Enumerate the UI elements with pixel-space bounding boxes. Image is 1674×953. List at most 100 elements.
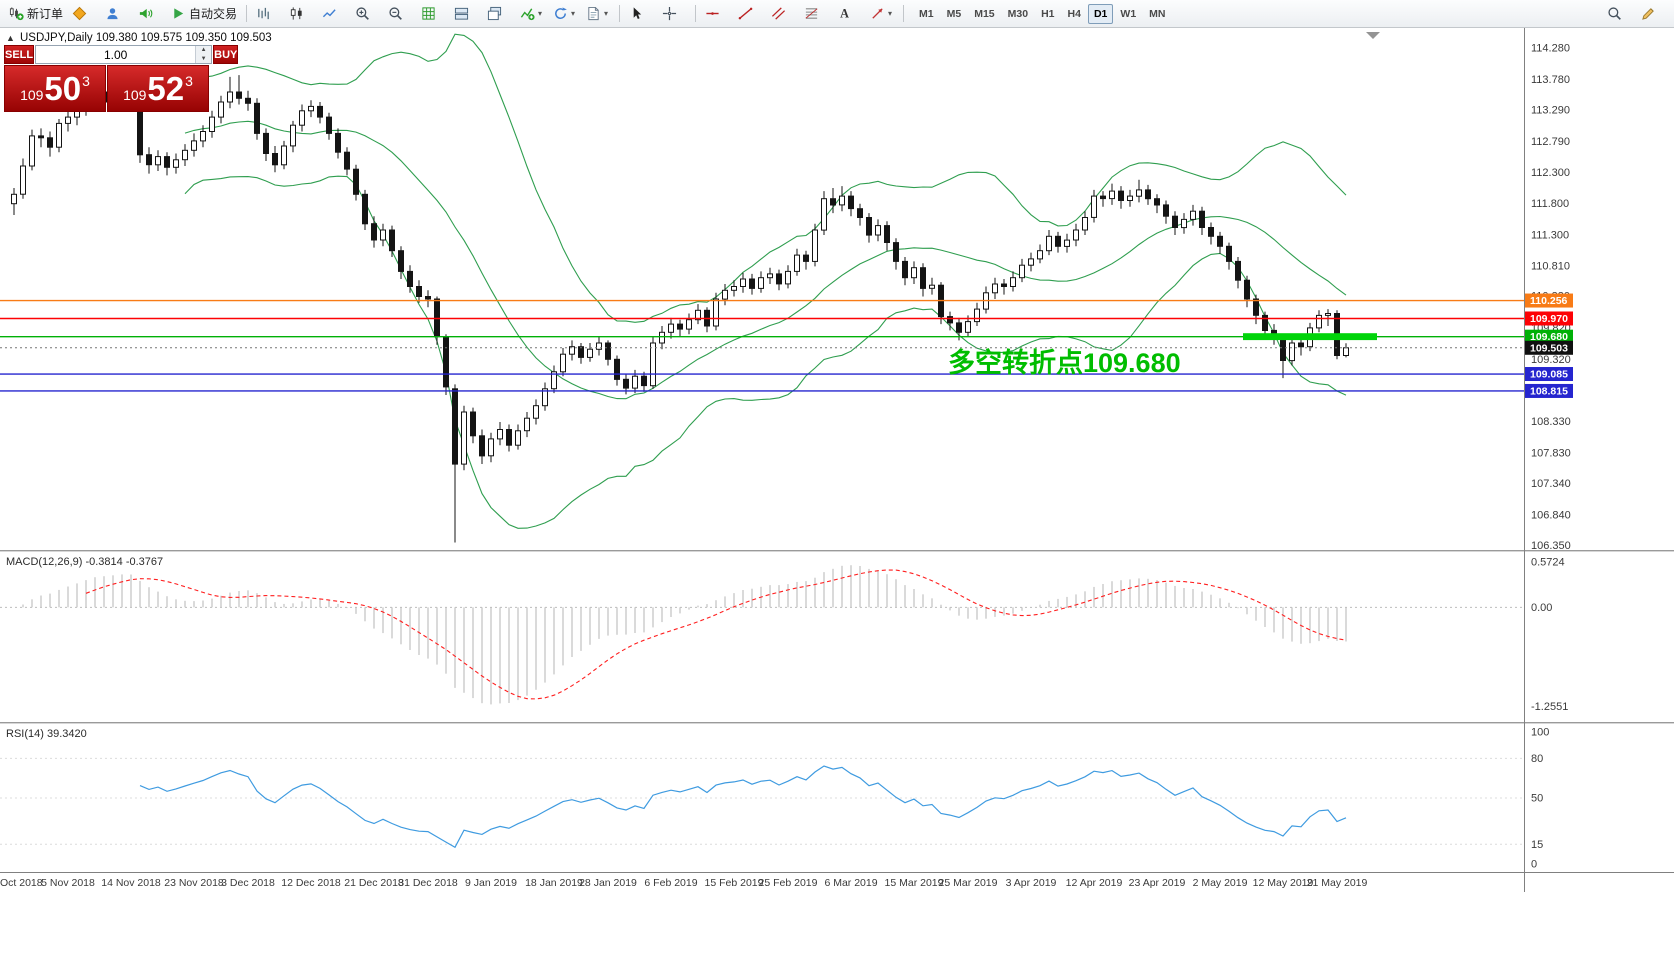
caret-down-icon: ▾ — [888, 9, 893, 18]
fibonacci-button[interactable] — [800, 1, 832, 26]
rsi-axis-label: 50 — [1531, 793, 1543, 805]
search-button[interactable] — [1603, 1, 1635, 26]
auto-trading-button[interactable]: 自动交易 — [167, 1, 241, 26]
indicators-button[interactable]: ▾ — [516, 1, 548, 26]
line-chart-button[interactable] — [318, 1, 350, 26]
volume-input[interactable] — [36, 46, 196, 63]
bid-price-tag-label: 109.503 — [1530, 342, 1568, 354]
periodicity-button[interactable]: ▾ — [549, 1, 581, 26]
timeframe-button-m30[interactable]: M30 — [1007, 7, 1029, 20]
search-icon — [1608, 7, 1621, 20]
date-tick: 31 Dec 2018 — [398, 877, 458, 889]
hline-price-tag-label: 108.815 — [1530, 385, 1568, 397]
buy-price-box[interactable]: 109 52 3 — [107, 65, 209, 112]
templates-button[interactable]: ▾ — [582, 1, 614, 26]
indicators-icon — [520, 8, 535, 21]
date-tick: 6 Feb 2019 — [644, 877, 698, 889]
hline-price-tag — [1525, 367, 1573, 382]
date-tick: 2 May 2019 — [1192, 877, 1248, 889]
cascade-windows-button[interactable] — [483, 1, 515, 26]
candles-icon — [290, 7, 302, 20]
price-axis-label: 110.810 — [1531, 260, 1570, 272]
chart-shift-marker[interactable] — [1366, 32, 1380, 39]
highlight-rectangle[interactable] — [1243, 333, 1377, 341]
horizontal-line-button[interactable] — [701, 1, 733, 26]
text-button[interactable]: A — [833, 1, 865, 26]
hline-price-tag-label: 110.256 — [1530, 295, 1568, 307]
crosshair-button[interactable] — [658, 1, 690, 26]
panel-splitter[interactable] — [0, 550, 1674, 552]
date-tick: 3 Dec 2018 — [221, 877, 275, 889]
timeframe-button-h1[interactable]: H1 — [1041, 7, 1055, 20]
caret-down-icon: ▾ — [571, 9, 576, 18]
tile-windows-button[interactable] — [450, 1, 482, 26]
rsi-panel[interactable]: 100 80 50 15 0 — [0, 724, 1674, 872]
arrows-button[interactable]: ▾ — [866, 1, 898, 26]
rsi-axis-label: 80 — [1531, 753, 1543, 765]
bars-icon — [258, 7, 269, 20]
chart-region: 114.280 113.780 113.290 112.790 112.300 111.8… — [0, 28, 1674, 953]
timeframe-bar: M1 M5 M15 M30 H1 H4 D1 W1 MN — [913, 3, 1171, 24]
alerts-button[interactable] — [134, 1, 166, 26]
edit-button[interactable] — [1637, 1, 1669, 26]
timeframe-button-m1[interactable]: M1 — [919, 7, 934, 20]
zoom-out-button[interactable] — [384, 1, 416, 26]
timeframe-button-mn[interactable]: MN — [1149, 7, 1166, 20]
date-tick: 12 May 2019 — [1252, 877, 1314, 889]
grid-button[interactable] — [417, 1, 449, 26]
timeframe-button-h4[interactable]: H4 — [1067, 7, 1081, 20]
macd-indicator-label: MACD(12,26,9) -0.3814 -0.3767 — [6, 556, 164, 568]
hline-price-tag — [1525, 293, 1573, 308]
trendline-button[interactable] — [734, 1, 766, 26]
date-tick: 28 Jan 2019 — [579, 877, 637, 889]
fibo-icon — [805, 8, 818, 19]
volume-up-icon[interactable]: ▲ — [196, 46, 212, 55]
bid-price-tag — [1525, 340, 1573, 355]
panel-splitter[interactable] — [0, 722, 1674, 724]
cycle-icon — [555, 7, 567, 19]
sell-price-pip: 3 — [82, 72, 90, 89]
timeframe-button-m5[interactable]: M5 — [946, 7, 962, 20]
date-tick: 21 Dec 2018 — [344, 877, 404, 889]
rsi-indicator-label: RSI(14) 39.3420 — [6, 728, 87, 740]
date-tick: 21 May 2019 — [1306, 877, 1368, 889]
price-axis-label: 107.830 — [1531, 447, 1571, 459]
price-axis-label: 106.840 — [1531, 509, 1571, 521]
date-tick: 25 Feb 2019 — [758, 877, 818, 889]
price-axis-label: 111.800 — [1531, 198, 1569, 210]
price-axis-label: 106.350 — [1531, 540, 1571, 550]
channel-icon — [772, 7, 786, 20]
buy-button[interactable]: BUY — [213, 45, 239, 64]
buy-price-base: 109 — [123, 86, 147, 103]
timeframe-button-w1[interactable]: W1 — [1120, 7, 1137, 20]
bar-chart-button[interactable] — [252, 1, 284, 26]
toolbar-right-group — [1603, 1, 1669, 26]
timeframe-button-m15[interactable]: M15 — [974, 7, 995, 20]
sell-price-box[interactable]: 109 50 3 — [4, 65, 106, 112]
trendline-icon — [738, 7, 753, 20]
timeframe-button-d1[interactable]: D1 — [1087, 3, 1114, 24]
price-axis-label: 108.330 — [1531, 416, 1571, 428]
new-order-button[interactable]: 新订单 — [5, 1, 67, 26]
candlestick-chart-button[interactable] — [285, 1, 317, 26]
zoom-in-button[interactable] — [351, 1, 383, 26]
channel-button[interactable] — [767, 1, 799, 26]
candles-series — [11, 75, 1349, 543]
edit-icon — [1642, 8, 1654, 20]
mql5-button[interactable] — [68, 1, 100, 26]
price-chart[interactable]: 114.280 113.780 113.290 112.790 112.300 111.8… — [0, 28, 1674, 550]
new-order-button-label: 新订单 — [27, 7, 64, 21]
volume-down-icon[interactable]: ▼ — [196, 54, 212, 63]
cursor-button[interactable] — [625, 1, 657, 26]
toolbar-separator — [903, 5, 905, 22]
price-axis-label: 113.290 — [1531, 105, 1570, 117]
price-axis-label: 112.300 — [1531, 167, 1570, 179]
community-button[interactable] — [101, 1, 133, 26]
oneclick-collapse-toggle[interactable]: ▲ — [6, 33, 15, 43]
macd-panel[interactable]: 0.5724 0.00 -1.2551 — [0, 552, 1674, 722]
sell-button[interactable]: SELL — [4, 45, 35, 64]
one-click-trade-panel: SELL ▲ ▼ BUY 109 50 3 109 52 3 — [4, 45, 239, 112]
chart-annotation-text[interactable]: 多空转折点109.680 — [948, 348, 1181, 378]
toolbar-separator — [246, 5, 248, 22]
